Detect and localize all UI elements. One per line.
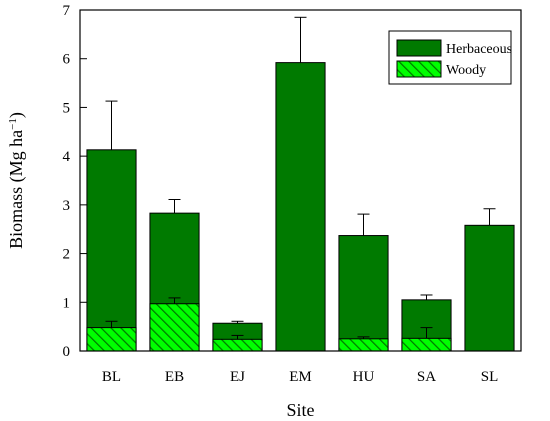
- bar-herbaceous-sl: [464, 224, 515, 352]
- y-axis-title-main: Biomass (Mg ha: [6, 130, 27, 249]
- y-axis-title-superscript: −1: [7, 118, 19, 130]
- x-tick-label-hu: HU: [353, 369, 375, 385]
- x-tick-label-eb: EB: [165, 369, 184, 385]
- bar-woody-sa: [401, 337, 452, 352]
- y-tick-label: 3: [63, 198, 71, 214]
- bars-layer: [86, 16, 515, 352]
- bar-woody-hu: [338, 338, 389, 352]
- ticks-layer: BL EB EJ EM HU SA SL 0 1 2 3 4 5 6 7: [63, 3, 499, 385]
- bar-herbaceous-em: [275, 62, 326, 352]
- y-tick-label: 5: [63, 100, 71, 116]
- bar-herbaceous-bl: [86, 149, 137, 352]
- x-tick-label-sl: SL: [481, 369, 499, 385]
- y-tick-label: 2: [63, 247, 71, 263]
- plot-frame: [79, 9, 522, 352]
- bar-woody-eb: [149, 303, 200, 352]
- x-tick-label-bl: BL: [102, 369, 121, 385]
- y-tick-label: 1: [63, 295, 71, 311]
- legend-swatch-woody: [396, 60, 442, 78]
- y-tick-label: 6: [63, 52, 71, 68]
- x-tick-label-em: EM: [289, 369, 312, 385]
- y-tick-label: 4: [63, 149, 71, 165]
- x-tick-label-ej: EJ: [230, 369, 245, 385]
- y-tick-label: 7: [63, 3, 71, 19]
- y-axis-title-suffix: ): [6, 112, 27, 118]
- bar-woody-ej: [212, 338, 263, 352]
- y-tick-label: 0: [63, 344, 71, 360]
- legend-swatch-herbaceous: [396, 39, 442, 57]
- bar-woody-bl: [86, 327, 137, 352]
- legend-label-woody: Woody: [446, 63, 486, 78]
- legend-label-herbaceous: Herbaceous: [446, 42, 512, 57]
- x-axis-title: Site: [286, 400, 314, 420]
- y-axis-title: Biomass (Mg ha−1): [6, 112, 27, 249]
- bar-herbaceous-hu: [338, 235, 389, 352]
- legend: Herbaceous Woody: [388, 30, 512, 85]
- x-tick-label-sa: SA: [417, 369, 436, 385]
